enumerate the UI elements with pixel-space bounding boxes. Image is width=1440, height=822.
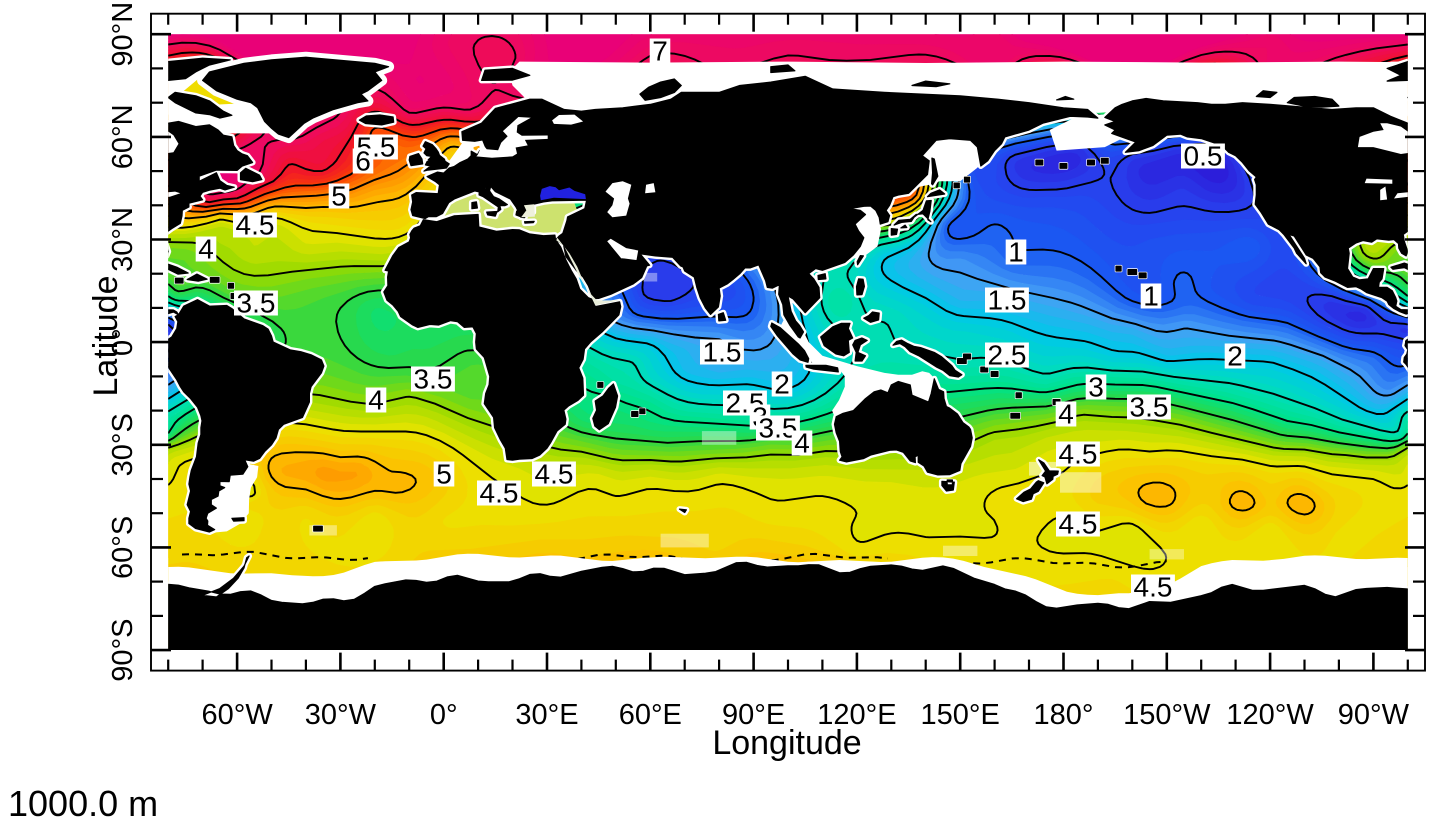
svg-text:2: 2: [1227, 341, 1243, 372]
svg-text:3.5: 3.5: [237, 288, 276, 319]
svg-text:5: 5: [331, 181, 347, 212]
svg-text:Longitude: Longitude: [712, 724, 861, 762]
svg-text:3.5: 3.5: [759, 413, 798, 444]
svg-text:1: 1: [1143, 281, 1159, 312]
svg-text:4.5: 4.5: [1059, 439, 1098, 470]
svg-text:6: 6: [355, 146, 371, 177]
svg-text:60°S: 60°S: [107, 516, 139, 579]
svg-text:90°S: 90°S: [107, 618, 139, 681]
svg-text:Latitude: Latitude: [87, 276, 125, 397]
svg-text:3.5: 3.5: [1130, 392, 1169, 423]
svg-text:150°W: 150°W: [1123, 699, 1211, 731]
svg-text:60°W: 60°W: [201, 699, 273, 731]
svg-text:4: 4: [1058, 399, 1074, 430]
svg-text:1.5: 1.5: [703, 337, 742, 368]
svg-text:4.5: 4.5: [1134, 572, 1173, 603]
svg-text:30°S: 30°S: [107, 413, 139, 476]
svg-text:4.5: 4.5: [480, 478, 519, 509]
svg-text:4: 4: [198, 234, 214, 265]
svg-text:7: 7: [652, 36, 668, 67]
svg-text:30°N: 30°N: [107, 207, 139, 272]
svg-text:120°W: 120°W: [1226, 699, 1314, 731]
svg-text:1000.0 m: 1000.0 m: [8, 783, 158, 822]
svg-text:90°N: 90°N: [107, 2, 139, 67]
svg-text:3.5: 3.5: [414, 364, 453, 395]
svg-text:4.5: 4.5: [535, 459, 574, 490]
svg-text:1.5: 1.5: [988, 285, 1027, 316]
svg-text:3: 3: [1088, 372, 1104, 403]
svg-text:5: 5: [436, 459, 452, 490]
svg-text:60°E: 60°E: [619, 699, 682, 731]
svg-text:90°E: 90°E: [722, 699, 785, 731]
svg-text:1: 1: [1008, 237, 1024, 268]
svg-text:90°W: 90°W: [1338, 699, 1410, 731]
svg-text:4.5: 4.5: [236, 210, 275, 241]
svg-text:0°: 0°: [430, 699, 458, 731]
svg-text:180°: 180°: [1034, 699, 1094, 731]
svg-text:0.5: 0.5: [1184, 141, 1223, 172]
svg-text:2: 2: [774, 369, 790, 400]
svg-text:4: 4: [794, 428, 810, 459]
svg-text:150°E: 150°E: [921, 699, 1000, 731]
svg-text:4.5: 4.5: [1059, 509, 1098, 540]
svg-text:30°E: 30°E: [515, 699, 578, 731]
svg-text:0°: 0°: [107, 328, 139, 356]
svg-text:30°W: 30°W: [305, 699, 377, 731]
svg-text:4: 4: [368, 385, 384, 416]
svg-text:120°E: 120°E: [817, 699, 896, 731]
svg-text:60°N: 60°N: [107, 105, 139, 170]
svg-text:2.5: 2.5: [988, 340, 1027, 371]
